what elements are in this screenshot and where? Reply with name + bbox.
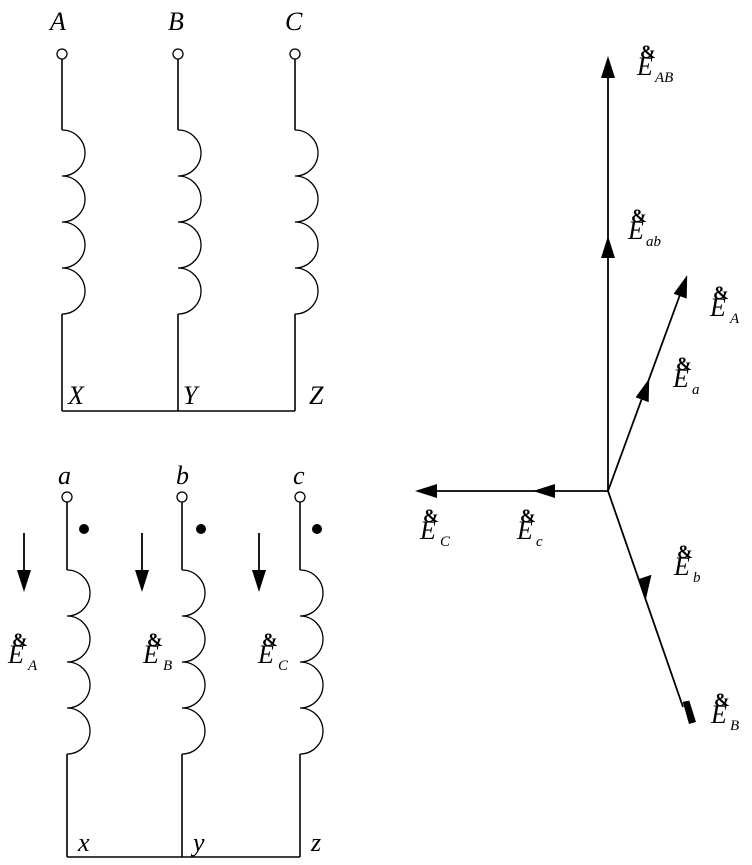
svg-text:&: & (714, 690, 730, 711)
svg-text:&: & (423, 506, 439, 527)
phasor-E-B (607, 490, 696, 724)
phasor-E-C (415, 484, 608, 498)
terminal-c (294, 491, 306, 503)
emf-label-secondary-B: E & B (142, 630, 172, 674)
svg-text:&: & (677, 542, 693, 563)
phasor-E-AB (601, 56, 615, 491)
svg-text:E: E (257, 640, 274, 669)
terminal-A (56, 48, 68, 60)
secondary-coil-c (299, 569, 324, 755)
svg-text:E: E (672, 364, 689, 393)
phasor-label-E-AB: E & AB (636, 42, 673, 86)
svg-text:E: E (7, 640, 24, 669)
phasor-label-E-a: E & a (672, 354, 700, 398)
primary-windings: A B C X Y Z (48, 7, 324, 412)
terminal-b (176, 491, 188, 503)
primary-coil-c (294, 129, 319, 315)
svg-text:AB: AB (654, 70, 673, 86)
polarity-dot-b (196, 524, 206, 534)
svg-text:&: & (520, 506, 536, 527)
label-Z: Z (309, 381, 324, 410)
phasor-label-E-B: E & B (710, 690, 739, 734)
svg-text:E: E (419, 516, 436, 545)
terminal-B (172, 48, 184, 60)
label-B: B (168, 7, 184, 36)
phasor-label-E-b: E & b (673, 542, 701, 586)
phasor-label-E-A: E & A (709, 283, 740, 327)
svg-text:A: A (729, 311, 740, 327)
svg-text:ab: ab (646, 234, 662, 250)
secondary-windings: a b c x y z E & A E & B E & C (7, 461, 324, 858)
svg-text:&: & (262, 630, 278, 651)
label-Y: Y (183, 381, 200, 410)
phasor-label-E-c: E & c (516, 506, 543, 550)
svg-text:C: C (440, 534, 451, 550)
svg-text:E: E (516, 516, 533, 545)
emf-arrow-c (252, 533, 266, 592)
svg-text:b: b (693, 570, 701, 586)
emf-arrow-b (135, 533, 149, 592)
svg-text:&: & (713, 283, 729, 304)
label-X: X (67, 381, 85, 410)
emf-label-secondary-A: E & A (7, 630, 38, 674)
svg-text:C: C (278, 658, 289, 674)
svg-text:A: A (27, 658, 38, 674)
svg-text:&: & (640, 42, 656, 63)
phasor-E-c-head (533, 484, 555, 498)
phasor-diagram: E & AB E & ab E & A E & a E & C E & c (415, 42, 740, 734)
svg-text:&: & (631, 206, 647, 227)
svg-text:E: E (142, 640, 159, 669)
svg-text:E: E (636, 52, 653, 81)
svg-text:&: & (12, 630, 28, 651)
secondary-coil-b (181, 569, 206, 755)
emf-arrow-a (17, 533, 31, 592)
svg-text:B: B (163, 658, 172, 674)
label-y: y (190, 828, 205, 857)
phasor-E-a-head (635, 378, 650, 403)
svg-text:c: c (536, 534, 543, 550)
svg-text:a: a (692, 382, 700, 398)
phasor-label-E-ab: E & ab (627, 206, 662, 250)
label-z: z (310, 828, 321, 857)
primary-coil-a (61, 129, 86, 315)
phasor-E-b-head (638, 574, 652, 600)
phasor-E-A (607, 275, 688, 492)
label-A: A (48, 7, 66, 36)
polarity-dot-a (79, 524, 89, 534)
terminal-C (289, 48, 301, 60)
svg-text:&: & (676, 354, 692, 375)
label-c: c (293, 461, 305, 490)
svg-text:E: E (709, 293, 726, 322)
label-C: C (285, 7, 303, 36)
primary-coil-b (177, 129, 202, 315)
svg-text:B: B (730, 718, 739, 734)
phasor-E-ab-head (601, 236, 615, 258)
svg-text:E: E (627, 216, 644, 245)
svg-text:E: E (673, 552, 690, 581)
polarity-dot-c (312, 524, 322, 534)
svg-text:&: & (147, 630, 163, 651)
label-x: x (77, 828, 90, 857)
phasor-label-E-C: E & C (419, 506, 451, 550)
secondary-coil-a (66, 569, 91, 755)
svg-text:E: E (710, 700, 727, 729)
label-a: a (58, 461, 71, 490)
emf-label-secondary-C: E & C (257, 630, 289, 674)
terminal-a (61, 491, 73, 503)
label-b: b (176, 461, 189, 490)
